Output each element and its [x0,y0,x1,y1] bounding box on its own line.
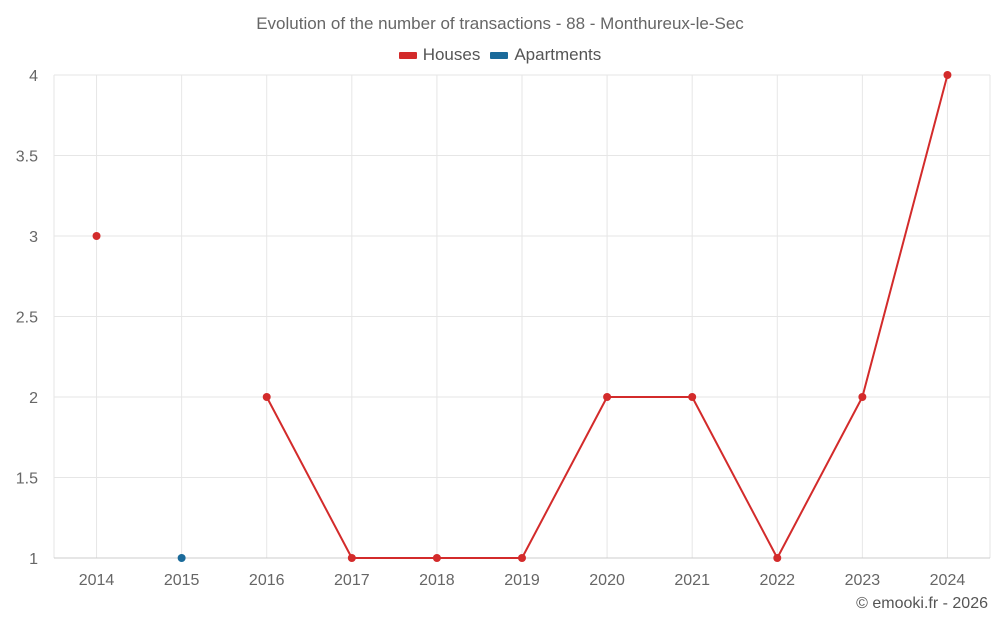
credit-text: © emooki.fr - 2026 [856,595,988,612]
data-point-houses [688,393,697,401]
data-point-houses [347,554,356,562]
x-tick-label: 2014 [79,572,115,589]
legend-label-houses: Houses [422,45,481,64]
data-point-houses [773,554,782,562]
legend-item-houses[interactable]: Houses [398,45,481,65]
y-tick-label: 3 [29,229,38,246]
legend-label-apartments: Apartments [514,45,602,64]
x-tick-label: 2021 [674,572,710,589]
data-point-houses [432,554,441,562]
data-point-apartments [177,554,186,562]
chart-title: Evolution of the number of transactions … [256,14,744,33]
legend: Houses Apartments [0,45,1000,65]
data-point-houses [943,71,952,79]
legend-swatch-houses [398,51,417,59]
x-tick-label: 2020 [589,572,625,589]
legend-item-apartments[interactable]: Apartments [490,45,601,65]
x-tick-label: 2016 [249,572,285,589]
x-tick-label: 2024 [930,572,966,589]
data-point-houses [262,393,271,401]
legend-swatch-apartments [490,51,509,59]
y-tick-label: 4 [29,68,38,85]
data-point-houses [518,554,526,562]
y-tick-label: 2 [29,390,38,407]
x-tick-label: 2019 [504,572,540,589]
x-tick-label: 2015 [164,572,200,589]
x-tick-label: 2023 [845,572,881,589]
x-tick-label: 2018 [419,572,455,589]
y-tick-label: 2.5 [16,310,38,327]
data-point-houses [603,393,612,401]
x-tick-label: 2022 [759,572,795,589]
data-point-houses [858,393,867,401]
y-tick-label: 1.5 [16,471,38,488]
data-point-houses [92,232,101,240]
y-tick-label: 3.5 [16,149,38,166]
y-tick-label: 1 [29,551,38,568]
x-tick-label: 2017 [334,572,370,589]
